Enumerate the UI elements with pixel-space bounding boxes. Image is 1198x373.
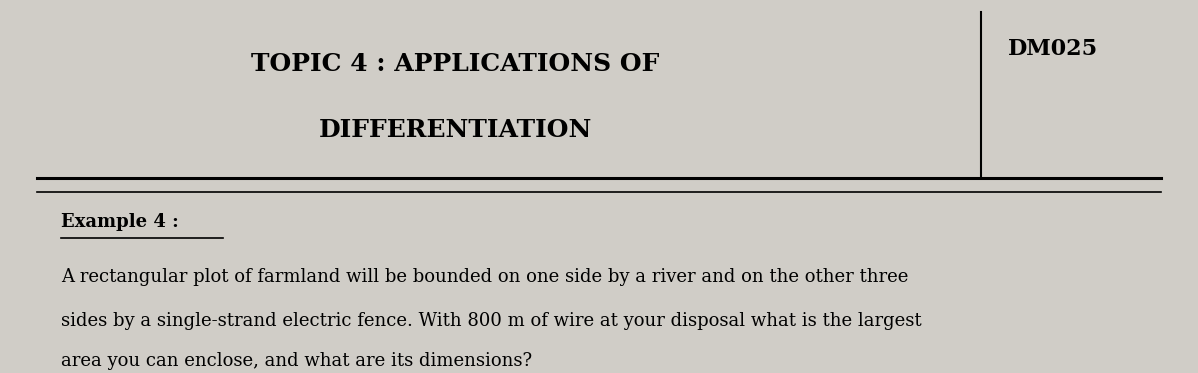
Text: A rectangular plot of farmland will be bounded on one side by a river and on the: A rectangular plot of farmland will be b… (61, 267, 908, 286)
Text: area you can enclose, and what are its dimensions?: area you can enclose, and what are its d… (61, 352, 532, 370)
Text: Example 4 :: Example 4 : (61, 213, 179, 231)
Text: TOPIC 4 : APPLICATIONS OF: TOPIC 4 : APPLICATIONS OF (252, 52, 660, 76)
Text: sides by a single-strand electric fence. With 800 m of wire at your disposal wha: sides by a single-strand electric fence.… (61, 312, 921, 330)
Text: DIFFERENTIATION: DIFFERENTIATION (319, 118, 592, 142)
Text: DM025: DM025 (1009, 38, 1099, 60)
